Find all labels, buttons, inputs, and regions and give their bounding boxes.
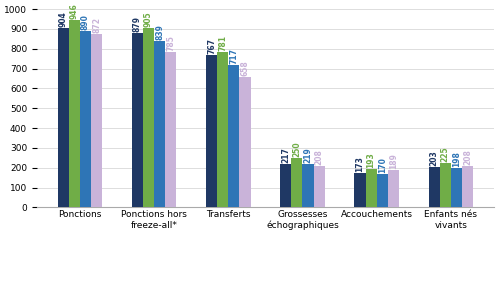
Bar: [165, 52, 176, 207]
Text: 219: 219: [303, 147, 313, 163]
Text: 905: 905: [144, 11, 153, 27]
Text: 250: 250: [292, 141, 301, 157]
Bar: [240, 77, 250, 207]
Text: 904: 904: [59, 11, 68, 27]
Bar: [206, 55, 217, 207]
Text: 879: 879: [133, 16, 142, 32]
Bar: [355, 173, 366, 207]
Bar: [69, 20, 80, 207]
Text: 203: 203: [430, 150, 439, 166]
Bar: [462, 166, 473, 207]
Bar: [376, 174, 388, 207]
Text: 781: 781: [218, 35, 227, 52]
Text: 198: 198: [452, 151, 461, 167]
Bar: [429, 167, 440, 207]
Text: 217: 217: [281, 147, 290, 163]
Text: 170: 170: [377, 157, 386, 173]
Text: 225: 225: [441, 146, 450, 162]
Text: 208: 208: [315, 149, 324, 165]
Bar: [91, 35, 102, 207]
Bar: [291, 158, 302, 207]
Bar: [217, 52, 228, 207]
Bar: [132, 33, 143, 207]
Text: 767: 767: [207, 38, 216, 54]
Bar: [366, 169, 376, 207]
Bar: [58, 28, 69, 207]
Bar: [154, 41, 165, 207]
Bar: [228, 65, 240, 207]
Text: 890: 890: [81, 14, 90, 30]
Text: 839: 839: [155, 24, 164, 40]
Text: 872: 872: [92, 18, 101, 33]
Text: 193: 193: [367, 152, 375, 168]
Bar: [440, 163, 451, 207]
Text: 173: 173: [356, 156, 365, 172]
Bar: [280, 164, 291, 207]
Text: 717: 717: [230, 48, 239, 64]
Text: 189: 189: [389, 153, 398, 169]
Bar: [388, 170, 399, 207]
Bar: [451, 168, 462, 207]
Text: 658: 658: [241, 60, 249, 76]
Bar: [80, 31, 91, 207]
Text: 208: 208: [463, 149, 472, 165]
Text: 785: 785: [166, 35, 175, 51]
Bar: [314, 166, 325, 207]
Text: 946: 946: [70, 3, 79, 19]
Bar: [302, 164, 314, 207]
Bar: [143, 28, 154, 207]
